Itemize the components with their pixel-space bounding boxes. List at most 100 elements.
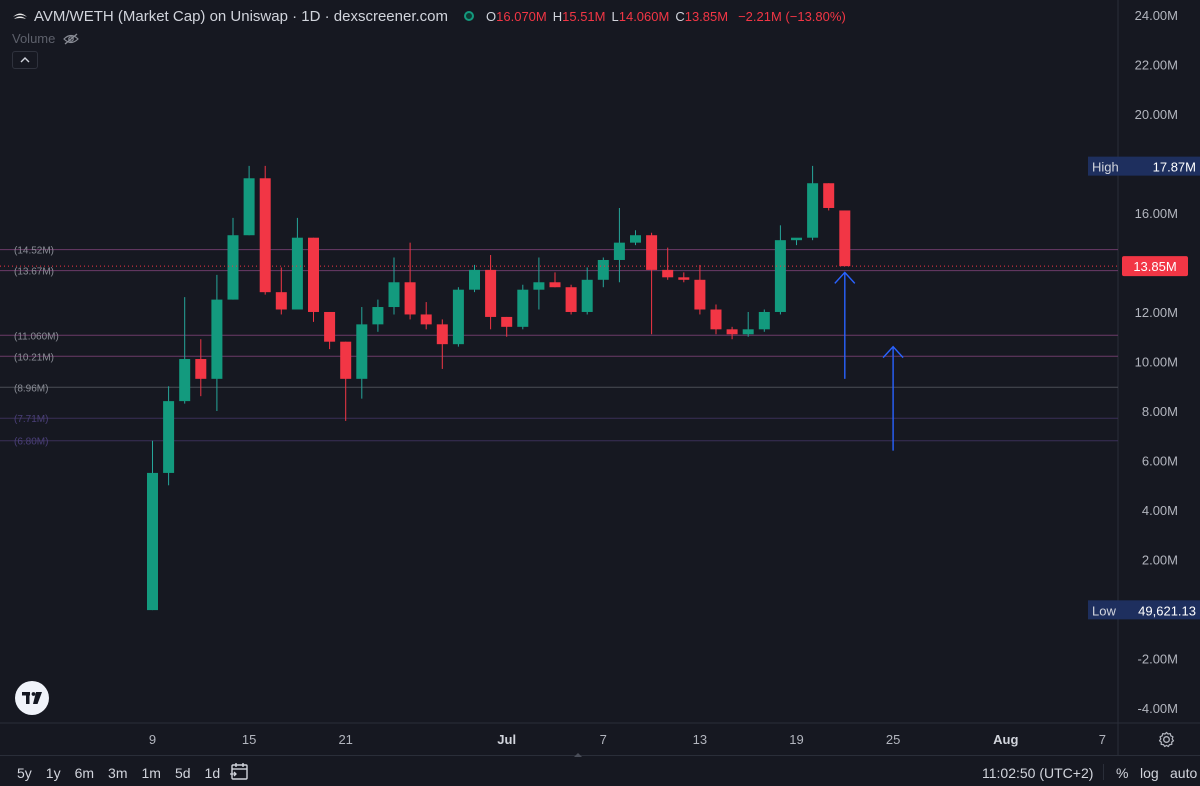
candle[interactable] (452, 287, 464, 347)
x-tick-label: 19 (789, 732, 803, 747)
candle-body (243, 178, 255, 236)
candle[interactable] (581, 267, 593, 315)
candle[interactable] (436, 319, 448, 369)
y-tick-label: 2.00M (1142, 553, 1178, 568)
candle[interactable] (340, 341, 352, 421)
candle-body (517, 289, 529, 327)
range-5y-button[interactable]: 5y (17, 765, 32, 781)
auto-scale-toggle[interactable]: auto (1170, 765, 1198, 781)
time-range-selector: 5y 1y 6m 3m 1m 5d 1d (17, 765, 234, 781)
candle[interactable] (758, 309, 770, 332)
annotation-arrow[interactable] (882, 345, 904, 451)
volume-label: Volume (12, 31, 56, 46)
tradingview-logo[interactable] (15, 681, 49, 715)
candle[interactable] (565, 284, 577, 315)
candle-body (469, 269, 480, 290)
candle[interactable] (163, 386, 175, 486)
candle[interactable] (501, 316, 513, 337)
candle-body (630, 235, 641, 243)
level-label: (13.67M) (14, 267, 54, 278)
candle[interactable] (308, 237, 319, 322)
collapse-legend-button[interactable] (12, 51, 38, 69)
candle-body (147, 472, 158, 611)
market-status-icon (464, 11, 475, 21)
ohlc-change: −2.21M (−13.80%) (738, 8, 846, 24)
low-badge-bg (1088, 600, 1200, 620)
candle[interactable] (742, 311, 754, 337)
candle[interactable] (662, 247, 674, 280)
candle-body (839, 210, 851, 267)
level-label: (14.52M) (14, 246, 54, 257)
candle[interactable] (646, 232, 658, 335)
candle[interactable] (259, 165, 271, 295)
candle-body (356, 324, 368, 379)
candle[interactable] (388, 257, 400, 315)
candle[interactable] (710, 304, 722, 335)
log-scale-toggle[interactable]: log (1140, 765, 1159, 781)
candle[interactable] (404, 242, 416, 320)
candle-body (420, 314, 432, 325)
resize-handle-icon[interactable] (574, 753, 582, 757)
candle[interactable] (517, 284, 529, 330)
level-label: (10.21M) (14, 352, 54, 363)
candle[interactable] (694, 264, 706, 315)
candle[interactable] (195, 339, 207, 397)
annotation-arrow[interactable] (834, 271, 856, 379)
range-1y-button[interactable]: 1y (45, 765, 61, 781)
candle-body (791, 237, 802, 241)
percent-scale-toggle[interactable]: % (1116, 765, 1129, 781)
candle[interactable] (839, 210, 851, 267)
arrow-head (834, 271, 856, 284)
candle[interactable] (372, 299, 384, 332)
candle-body (758, 311, 770, 330)
eye-crossed-icon[interactable] (63, 33, 80, 45)
candle[interactable] (420, 302, 432, 330)
candle[interactable] (179, 297, 191, 404)
settings-gear-icon[interactable] (1158, 731, 1175, 748)
candle[interactable] (275, 267, 287, 315)
candle[interactable] (726, 326, 738, 340)
candle[interactable] (324, 311, 336, 350)
bottom-toolbar: 5y 1y 6m 3m 1m 5d 1d 11:02:50 (UTC+2) % … (0, 753, 1200, 786)
candle[interactable] (243, 165, 255, 236)
range-1m-button[interactable]: 1m (141, 765, 161, 781)
candle[interactable] (549, 272, 561, 288)
candle[interactable] (791, 237, 802, 246)
candle[interactable] (613, 207, 625, 283)
candle[interactable] (597, 257, 609, 288)
range-6m-button[interactable]: 6m (74, 765, 95, 781)
candle[interactable] (356, 307, 368, 399)
candle[interactable] (485, 255, 497, 330)
candle-body (195, 359, 207, 379)
candle-body (436, 324, 448, 345)
clock-timezone[interactable]: 11:02:50 (UTC+2) (982, 765, 1094, 781)
candle[interactable] (533, 257, 545, 310)
x-tick-label: Aug (993, 732, 1018, 747)
x-tick-label: 7 (600, 732, 607, 747)
candle[interactable] (291, 217, 303, 310)
candle[interactable] (823, 183, 835, 211)
candle[interactable] (807, 165, 819, 241)
range-5d-button[interactable]: 5d (174, 765, 191, 781)
y-tick-label: 6.00M (1142, 454, 1178, 469)
x-tick-label: 9 (149, 732, 156, 747)
low-badge: Low 49,621.13 (1088, 600, 1200, 620)
ohlc-low: L14.060M (611, 8, 670, 24)
candle[interactable] (211, 274, 223, 412)
x-tick-label: 21 (338, 732, 352, 747)
candle[interactable] (469, 264, 480, 293)
candle[interactable] (774, 225, 786, 315)
candle[interactable] (630, 230, 641, 246)
candle[interactable] (678, 272, 690, 283)
y-tick-label: 12.00M (1135, 305, 1178, 320)
candle-body (646, 235, 658, 270)
low-badge-value: 49,621.13 (1138, 603, 1196, 618)
candle[interactable] (227, 217, 239, 300)
range-3m-button[interactable]: 3m (108, 765, 128, 781)
go-to-date-calendar-icon[interactable] (230, 762, 250, 781)
range-1d-button[interactable]: 1d (204, 765, 221, 781)
y-tick-label: 16.00M (1135, 206, 1178, 221)
volume-indicator[interactable]: Volume (12, 31, 80, 46)
candle[interactable] (147, 440, 158, 611)
